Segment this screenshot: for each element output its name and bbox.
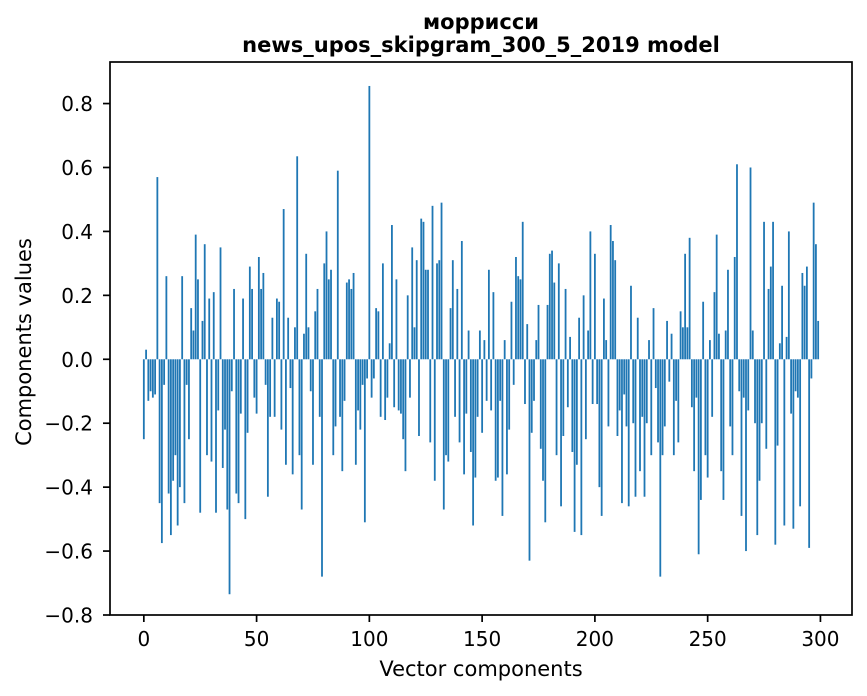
svg-text:0.8: 0.8 bbox=[61, 92, 93, 116]
svg-text:100: 100 bbox=[350, 627, 388, 651]
svg-text:−0.4: −0.4 bbox=[44, 476, 93, 500]
svg-text:50: 50 bbox=[244, 627, 269, 651]
svg-text:−0.6: −0.6 bbox=[44, 540, 93, 564]
svg-text:150: 150 bbox=[463, 627, 501, 651]
chart-subtitle: news_upos_skipgram_300_5_2019 model bbox=[242, 33, 720, 57]
svg-text:0.2: 0.2 bbox=[61, 284, 93, 308]
svg-text:−0.8: −0.8 bbox=[44, 604, 93, 628]
svg-text:200: 200 bbox=[576, 627, 614, 651]
svg-text:0.0: 0.0 bbox=[61, 348, 93, 372]
svg-text:−0.2: −0.2 bbox=[44, 412, 93, 436]
svg-text:0.4: 0.4 bbox=[61, 220, 93, 244]
chart-title: моррисси bbox=[423, 10, 539, 34]
svg-text:300: 300 bbox=[801, 627, 839, 651]
svg-text:250: 250 bbox=[689, 627, 727, 651]
svg-text:0.6: 0.6 bbox=[61, 156, 93, 180]
x-axis-label: Vector components bbox=[379, 657, 583, 681]
svg-text:0: 0 bbox=[137, 627, 150, 651]
